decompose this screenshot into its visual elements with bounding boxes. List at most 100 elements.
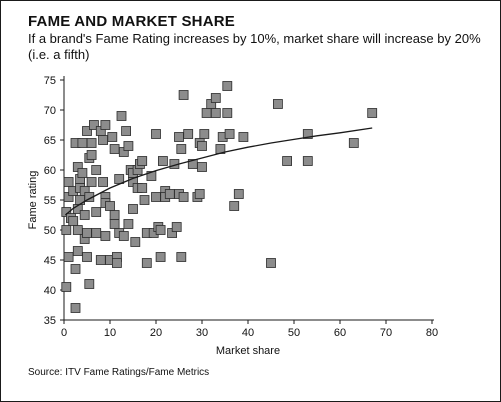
data-point [348, 138, 359, 148]
data-point [199, 129, 210, 139]
data-point [178, 192, 189, 202]
data-point [174, 132, 184, 142]
data-point [63, 252, 74, 262]
data-point [266, 258, 276, 268]
data-point [233, 189, 244, 199]
data-point [77, 138, 88, 148]
data-point [367, 108, 378, 118]
chart-title: FAME AND MARKET SHARE [28, 13, 235, 30]
x-tick-label: 50 [288, 327, 300, 339]
data-point [107, 132, 118, 142]
data-point [72, 225, 83, 235]
y-tick-label: 70 [44, 105, 56, 117]
x-tick-label: 70 [380, 327, 392, 339]
source-note: Source: ITV Fame Ratings/Fame Metrics [28, 367, 210, 378]
data-point [86, 150, 97, 160]
data-point [91, 207, 102, 217]
data-point [151, 129, 161, 139]
data-point [121, 126, 131, 136]
data-point [171, 222, 182, 232]
y-tick-label: 55 [44, 195, 56, 207]
data-point [77, 168, 88, 178]
y-tick-label: 40 [44, 285, 56, 297]
y-tick-label: 75 [44, 75, 56, 87]
data-point [86, 177, 97, 187]
x-tick-label: 20 [150, 327, 162, 339]
data-point [82, 126, 92, 136]
data-point [109, 210, 120, 220]
data-point [100, 231, 111, 241]
data-point [201, 108, 212, 118]
data-point [229, 201, 240, 211]
data-point [222, 81, 233, 91]
data-point [176, 252, 187, 262]
data-point [89, 120, 99, 130]
data-point [98, 177, 108, 187]
y-tick-label: 45 [44, 255, 56, 267]
data-point [224, 129, 235, 139]
x-tick-label: 0 [61, 327, 67, 339]
data-point [137, 156, 148, 166]
data-point [98, 135, 108, 145]
data-point [282, 156, 293, 166]
data-point [91, 165, 102, 175]
x-tick-label: 60 [334, 327, 346, 339]
y-tick-label: 35 [44, 315, 56, 327]
data-point [86, 138, 97, 148]
data-point [123, 141, 134, 151]
data-point [176, 144, 187, 154]
x-tick-label: 40 [242, 327, 254, 339]
data-point [109, 144, 120, 154]
data-point [222, 108, 233, 118]
data-point [178, 90, 189, 100]
x-tick-label: 10 [104, 327, 116, 339]
x-tick-label: 30 [196, 327, 208, 339]
data-point [302, 129, 313, 139]
plot-area: 35 40 45 50 55 60 65 70 75 0 10 20 30 40 50 60 70 80 [44, 75, 438, 339]
data-point [61, 282, 72, 292]
data-point [197, 162, 207, 172]
data-point [164, 189, 175, 199]
data-point [91, 228, 102, 238]
data-point [84, 279, 95, 289]
y-tick-label: 50 [44, 225, 56, 237]
trend-line [64, 127, 373, 216]
data-point [128, 204, 138, 214]
chart-subtitle: If a brand's Fame Rating increases by 10… [28, 31, 481, 62]
data-point [95, 255, 106, 265]
data-point [155, 225, 166, 235]
data-point [82, 228, 92, 238]
data-point [151, 192, 161, 202]
data-point [109, 219, 120, 229]
data-point [238, 132, 249, 142]
data-point [139, 195, 150, 205]
y-axis-label: Fame rating [27, 171, 39, 230]
y-tick-label: 60 [44, 165, 56, 177]
data-point [123, 219, 134, 229]
data-point [68, 216, 79, 226]
data-point [137, 183, 148, 193]
data-point [82, 252, 92, 262]
data-point [70, 264, 81, 274]
data-point [116, 111, 127, 121]
data-point [105, 201, 115, 211]
data-point [70, 303, 81, 313]
data-point [141, 258, 152, 268]
data-point [100, 120, 111, 130]
data-point [197, 141, 207, 151]
x-tick-label: 80 [426, 327, 438, 339]
y-tick-label: 65 [44, 135, 56, 147]
data-point [130, 237, 141, 247]
data-point [210, 108, 221, 118]
data-point [210, 93, 221, 103]
data-point [272, 99, 283, 109]
data-point [302, 156, 313, 166]
data-point [183, 129, 194, 139]
data-point [155, 252, 166, 262]
data-point [157, 156, 168, 166]
x-axis-label: Market share [216, 345, 280, 357]
data-point [63, 177, 74, 187]
data-point [112, 258, 122, 268]
data-point [118, 231, 129, 241]
